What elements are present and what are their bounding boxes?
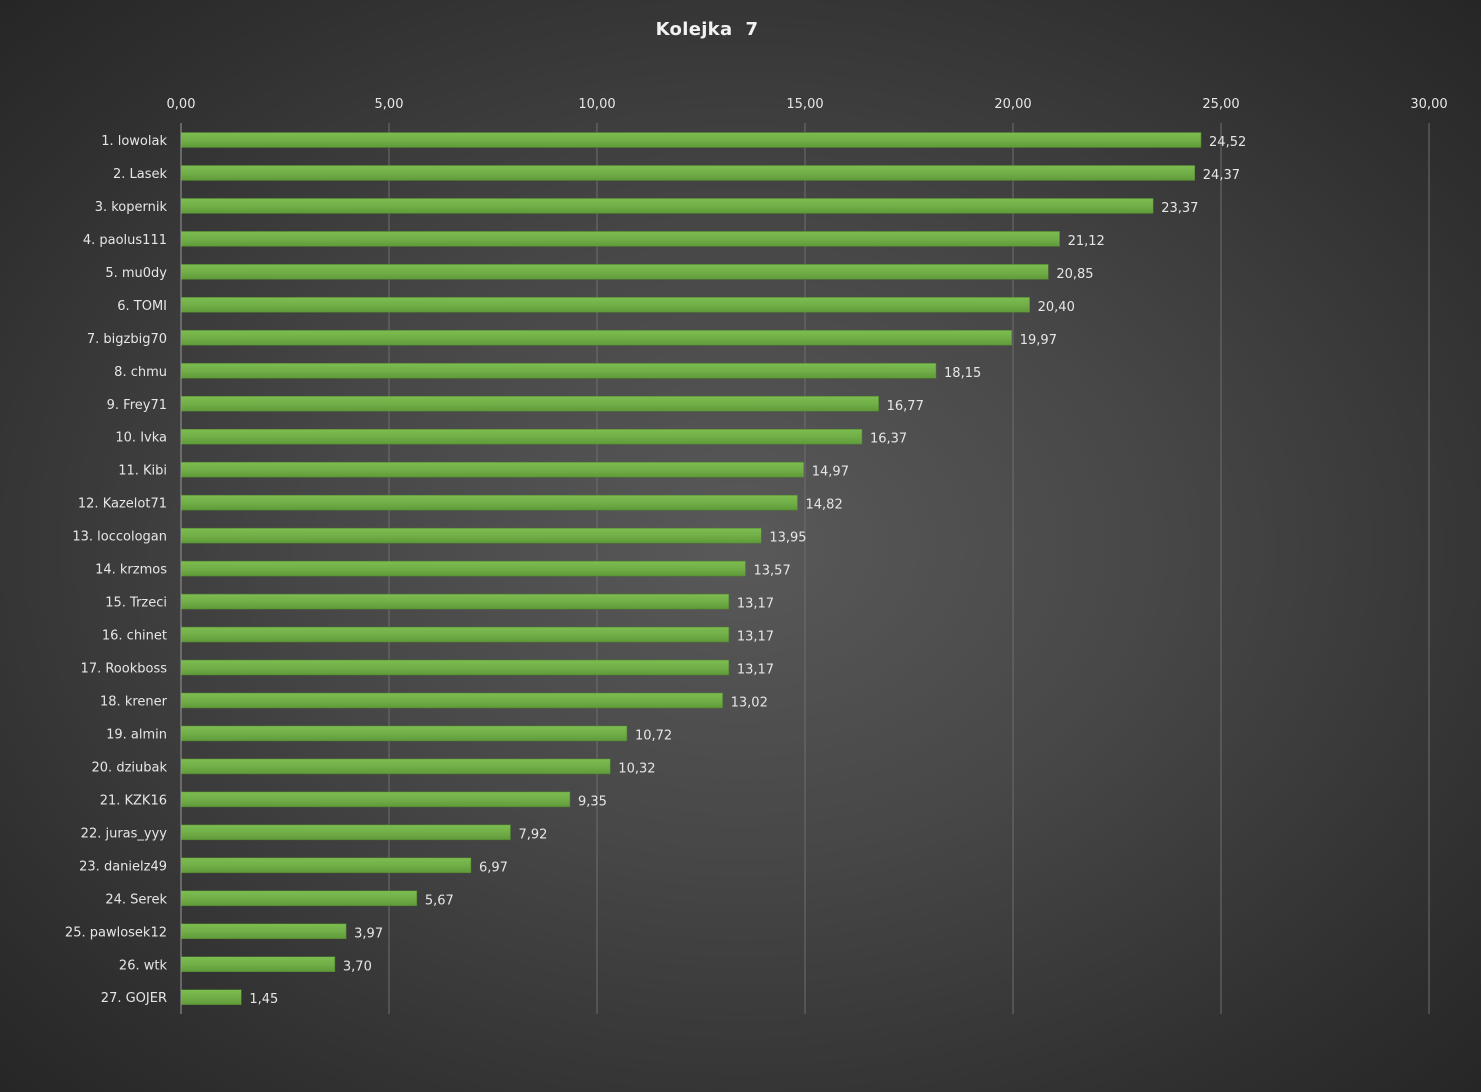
data-label: 21,12	[1068, 234, 1105, 249]
data-label: 13,17	[737, 597, 774, 612]
chart-title: Kolejka 7	[655, 19, 759, 40]
data-label: 16,37	[870, 432, 907, 447]
category-label: 8. chmu	[114, 365, 167, 380]
data-label: 9,35	[578, 794, 607, 809]
bar	[180, 890, 418, 907]
bar	[180, 956, 336, 972]
data-label: 24,52	[1209, 135, 1246, 150]
category-label: 11. Kibi	[118, 464, 167, 479]
x-tick-label: 20,00	[994, 97, 1031, 112]
data-label: 14,97	[812, 465, 849, 480]
bar	[180, 363, 937, 379]
category-label: 13. loccologan	[72, 530, 167, 545]
data-label: 10,32	[618, 761, 655, 776]
data-label: 19,97	[1020, 333, 1057, 348]
category-label: 12. Kazelot71	[78, 497, 167, 512]
category-label: 16. chinet	[102, 629, 167, 644]
category-label: 9. Frey71	[107, 398, 167, 413]
bar	[180, 824, 511, 841]
category-label: 22. juras_yyy	[81, 826, 168, 841]
bar	[180, 626, 730, 643]
x-tick-label: 30,00	[1410, 97, 1447, 112]
data-label: 20,40	[1038, 300, 1075, 315]
category-labels: 1. lowolak 2. Lasek 3. kopernik 4. paolus11…	[65, 134, 168, 1006]
bar	[180, 923, 347, 940]
data-label: 6,97	[479, 860, 508, 875]
bar	[180, 231, 1060, 247]
data-label: 10,72	[635, 728, 672, 743]
bar	[180, 165, 1196, 181]
category-label: 7. bigzbig70	[87, 332, 167, 347]
category-label: 10. Ivka	[115, 431, 167, 446]
data-label: 1,45	[249, 992, 278, 1007]
data-label: 18,15	[944, 366, 981, 381]
category-label: 4. paolus111	[83, 233, 167, 248]
bar	[180, 461, 805, 478]
category-label: 23. danielz49	[79, 859, 167, 874]
data-label: 16,77	[887, 399, 924, 414]
category-label: 24. Serek	[105, 892, 167, 907]
bar	[180, 758, 611, 775]
bar	[180, 330, 1013, 346]
x-tick-label: 15,00	[786, 97, 823, 112]
bar	[180, 593, 730, 610]
x-tick-label: 25,00	[1202, 97, 1239, 112]
x-axis-ticks: 0,00 5,00 10,00 15,00 20,00 25,00 30,00	[167, 97, 1448, 112]
data-label: 20,85	[1056, 267, 1093, 282]
bars	[180, 132, 1202, 1005]
bar	[180, 396, 879, 412]
bar	[180, 297, 1030, 313]
bar	[180, 857, 472, 874]
category-label: 19. almin	[106, 727, 167, 742]
x-tick-label: 0,00	[167, 97, 196, 112]
bar	[180, 791, 571, 808]
bar	[180, 989, 242, 1005]
data-label: 13,17	[737, 663, 774, 678]
category-label: 3. kopernik	[95, 200, 168, 215]
bar	[180, 494, 798, 511]
data-label: 5,67	[425, 893, 454, 908]
bar	[180, 198, 1154, 214]
data-label: 13,17	[737, 630, 774, 645]
data-label: 3,70	[343, 959, 372, 974]
x-tick-label: 10,00	[578, 97, 615, 112]
bar	[180, 560, 746, 577]
bar	[180, 692, 723, 709]
data-label: 3,97	[354, 926, 383, 941]
data-label: 23,37	[1161, 201, 1198, 216]
category-label: 14. krzmos	[95, 563, 167, 578]
category-label: 15. Trzeci	[105, 596, 167, 611]
bar	[180, 264, 1049, 280]
data-label: 13,95	[769, 531, 806, 546]
bar	[180, 428, 863, 445]
bar	[180, 725, 628, 742]
category-label: 18. krener	[100, 694, 168, 709]
category-label: 1. lowolak	[101, 134, 167, 149]
bar	[180, 132, 1202, 148]
data-labels: 24,52 24,37 23,37 21,12 20,85 20,40 19,97 18,15…	[249, 135, 1246, 1007]
category-label: 6. TOMI	[117, 299, 167, 314]
bar	[180, 659, 730, 676]
data-label: 13,02	[731, 695, 768, 710]
category-label: 2. Lasek	[113, 167, 168, 182]
category-label: 21. KZK16	[100, 793, 167, 808]
x-tick-label: 5,00	[375, 97, 404, 112]
data-label: 13,57	[754, 564, 791, 579]
category-label: 25. pawlosek12	[65, 925, 167, 940]
data-label: 7,92	[518, 827, 547, 842]
category-label: 26. wtk	[119, 958, 168, 973]
data-label: 24,37	[1203, 168, 1240, 183]
category-label: 17. Rookboss	[81, 662, 168, 677]
category-label: 5. mu0dy	[105, 266, 167, 281]
bar	[180, 527, 762, 544]
category-label: 20. dziubak	[92, 760, 168, 775]
data-label: 14,82	[806, 498, 843, 513]
category-label: 27. GOJER	[101, 991, 167, 1006]
